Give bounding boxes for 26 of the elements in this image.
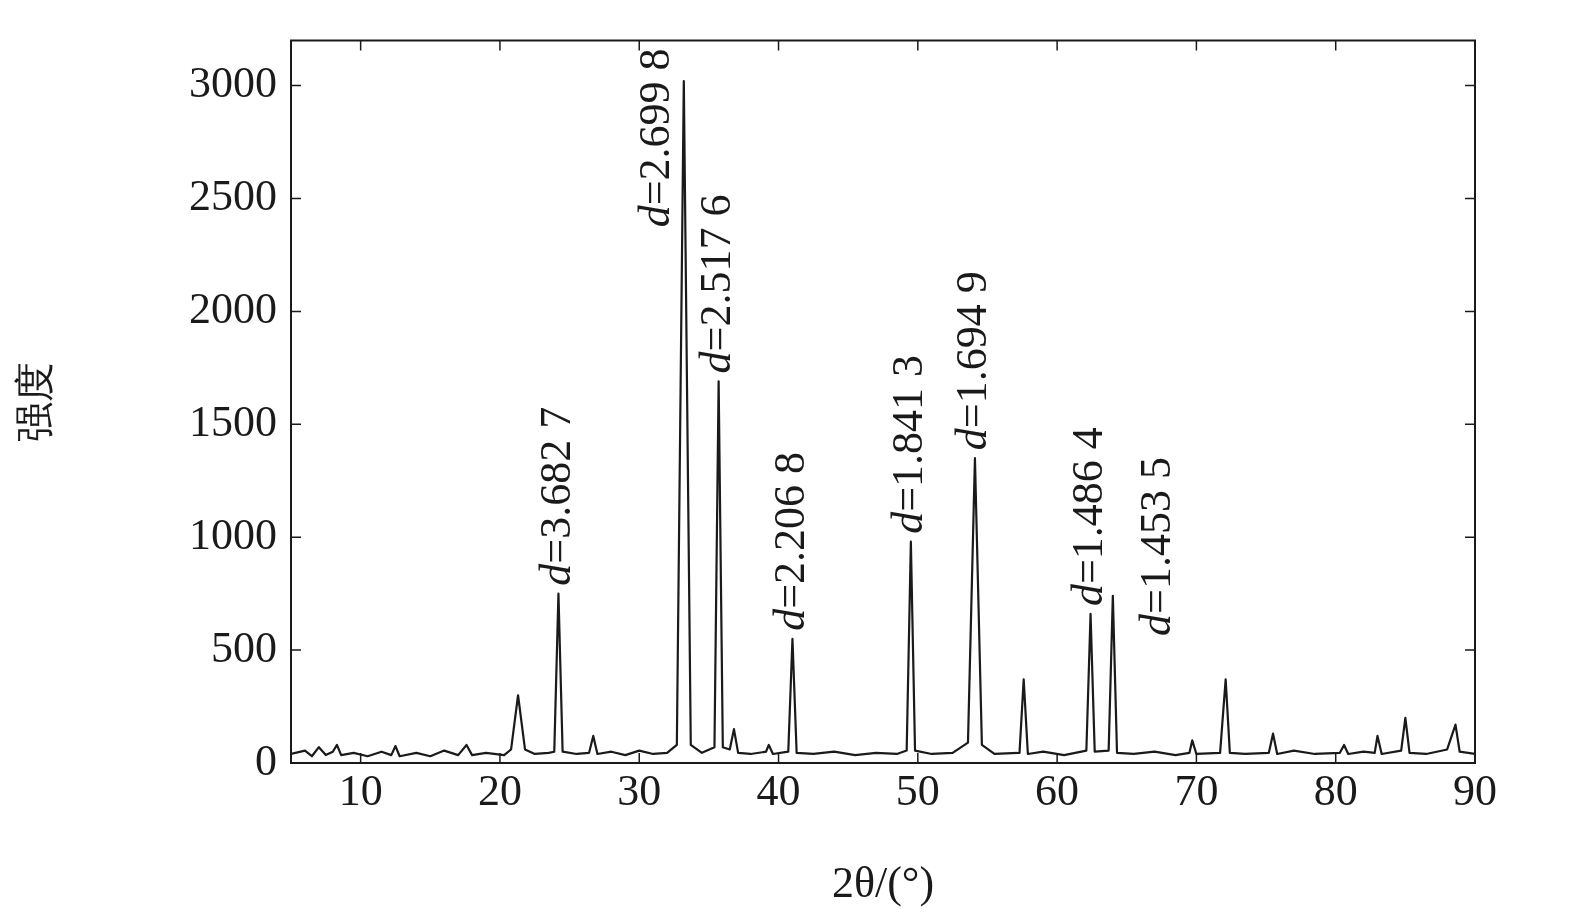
- x-tick-label: 60: [1035, 765, 1080, 815]
- annotation: d=1.486 4: [1063, 427, 1113, 606]
- x-tick-label: 70: [1174, 765, 1219, 815]
- annotation: d=1.453 5: [1131, 457, 1181, 636]
- x-tick-label: 90: [1453, 765, 1497, 815]
- x-tick-label: 10: [338, 765, 383, 815]
- y-tick-label: 1500: [189, 396, 277, 446]
- y-tick-label: 500: [211, 622, 277, 672]
- x-tick-label: 40: [756, 765, 801, 815]
- y-axis-title: 强度: [11, 361, 58, 442]
- y-tick-label: 0: [255, 735, 277, 785]
- x-tick-label: 80: [1313, 765, 1358, 815]
- annotation: d=1.841 3: [883, 354, 933, 534]
- y-tick-label: 3000: [189, 58, 277, 108]
- annotation: d=2.517 6: [691, 194, 741, 374]
- x-tick-label: 30: [617, 765, 662, 815]
- annotation: d=3.682 7: [531, 406, 581, 586]
- x-tick-label: 20: [477, 765, 522, 815]
- x-tick-label: 50: [895, 765, 940, 815]
- y-tick-label: 1000: [189, 509, 277, 559]
- annotation: d=2.206 8: [765, 451, 815, 631]
- y-tick-label: 2500: [189, 171, 277, 221]
- annotation: d=1.694 9: [947, 271, 997, 451]
- x-axis-title: 2θ/(°): [831, 858, 935, 908]
- y-tick-label: 2000: [189, 283, 277, 333]
- annotation: d=2.699 8: [630, 48, 680, 228]
